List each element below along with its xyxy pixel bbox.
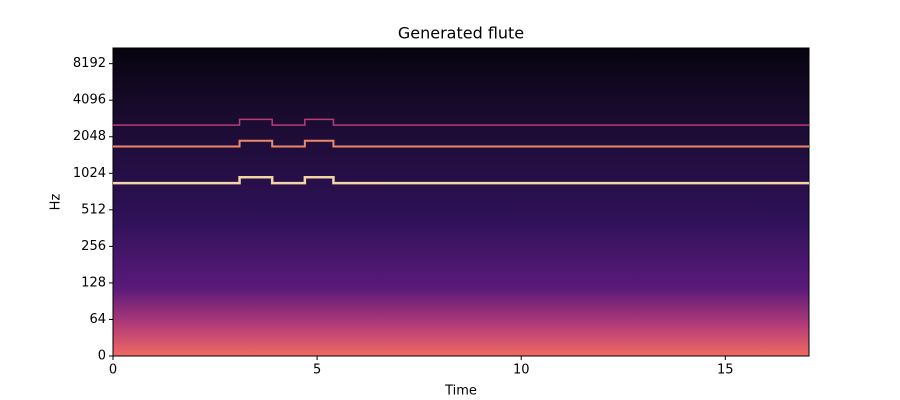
x-tick-label: 5	[313, 363, 321, 378]
y-tick-label: 0	[98, 349, 106, 364]
y-tick-label: 4096	[73, 93, 106, 108]
spectrogram-background	[113, 48, 809, 356]
y-tick-label: 1024	[73, 166, 106, 181]
x-axis-label: Time	[444, 384, 477, 399]
chart-title: Generated flute	[398, 24, 524, 43]
y-tick-label: 128	[81, 275, 106, 290]
x-tick-label: 0	[109, 363, 117, 378]
y-tick-label: 256	[81, 239, 106, 254]
x-tick-label: 10	[513, 363, 530, 378]
x-tick-label: 15	[717, 363, 734, 378]
y-tick-label: 64	[89, 312, 106, 327]
plot-frame	[112, 47, 810, 357]
harmonic-track	[113, 139, 809, 148]
y-tick-label: 2048	[73, 129, 106, 144]
harmonic-track	[113, 175, 809, 185]
y-tick-label: 512	[81, 202, 106, 217]
y-tick-label: 8192	[73, 56, 106, 71]
y-axis-label: Hz	[49, 194, 64, 211]
harmonic-track	[113, 118, 809, 126]
